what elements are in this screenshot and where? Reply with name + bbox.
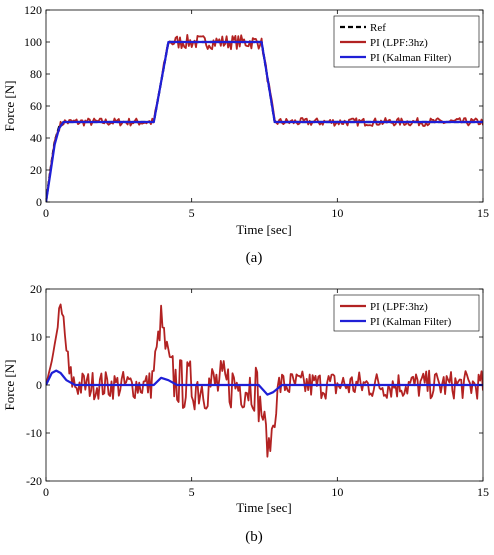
y-tick-label: 10	[30, 330, 42, 344]
x-tick-label: 0	[43, 206, 49, 220]
legend: PI (LPF:3hz) PI (Kalman Filter)	[333, 294, 480, 332]
series-line-2	[46, 369, 483, 396]
x-tick-label: 15	[477, 485, 489, 499]
legend-label-1: PI (LPF:3hz)	[370, 301, 428, 313]
y-tick-label: 120	[24, 3, 42, 17]
plot-area	[46, 303, 483, 458]
y-tick-label: -10	[26, 426, 42, 440]
y-tick-label: 0	[36, 378, 42, 392]
legend-box	[333, 294, 480, 332]
series-line-3	[46, 40, 483, 202]
y-axis-label: Force [N]	[2, 360, 17, 411]
y-tick-label: 40	[30, 131, 42, 145]
series-line-1	[46, 303, 483, 458]
chart-panel-1: 0 5 10 15 0 20 40 60 80 100 120 Time [sec] Force [N]…	[2, 3, 489, 266]
y-axis-label: Force [N]	[2, 81, 17, 132]
panel-label: (b)	[245, 529, 263, 545]
y-tick-label: 20	[30, 282, 42, 296]
y-tick-label: 0	[36, 195, 42, 209]
x-axis-label: Time [sec]	[236, 500, 292, 515]
legend-label-3: PI (Kalman Filter)	[370, 52, 452, 64]
x-tick-label: 10	[331, 485, 343, 499]
x-tick-label: 15	[477, 206, 489, 220]
y-tick-label: 100	[24, 35, 42, 49]
y-tick-label: -20	[26, 474, 42, 488]
legend-label-2: PI (Kalman Filter)	[370, 316, 452, 328]
y-tick-label: 80	[30, 67, 42, 81]
legend-label-1: Ref	[370, 22, 386, 34]
y-tick-label: 20	[30, 163, 42, 177]
chart-panel-2: 0 5 10 15 -20 -10 0 10 20 Time [sec] Force [N] (b) P…	[2, 282, 489, 545]
plot-area	[46, 34, 483, 202]
panel-label: (a)	[246, 250, 263, 266]
legend: Ref PI (LPF:3hz) PI (Kalman Filter)	[333, 15, 480, 68]
x-tick-label: 0	[43, 485, 49, 499]
y-tick-label: 60	[30, 99, 42, 113]
legend-label-2: PI (LPF:3hz)	[370, 37, 428, 49]
x-tick-label: 5	[189, 485, 195, 499]
x-tick-label: 10	[331, 206, 343, 220]
x-tick-label: 5	[189, 206, 195, 220]
x-axis-label: Time [sec]	[236, 222, 292, 237]
